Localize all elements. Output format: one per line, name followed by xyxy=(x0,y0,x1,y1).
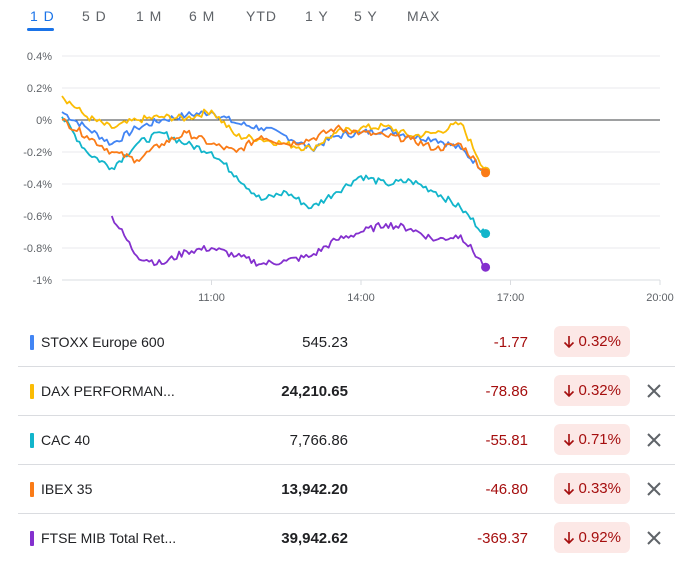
series-color-swatch xyxy=(30,531,34,546)
series-color-swatch xyxy=(30,433,34,448)
index-price: 7,766.86 xyxy=(289,432,348,449)
y-tick-label: -0.2% xyxy=(23,147,52,159)
x-tick-label: 11:00 xyxy=(198,292,225,304)
percent-change-badge: 0.92% xyxy=(554,522,630,553)
tab-ytd[interactable]: YTD xyxy=(246,8,277,24)
percent-change-value: 0.33% xyxy=(578,480,621,497)
range-tabs: 1 D 5 D 1 M 6 M YTD 1 Y 5 Y MAX xyxy=(0,0,675,32)
index-change: -1.77 xyxy=(493,334,528,351)
series-line xyxy=(61,116,487,235)
index-change: -369.37 xyxy=(477,530,528,547)
y-tick-label: -1% xyxy=(32,275,52,287)
tab-1m[interactable]: 1 M xyxy=(136,8,163,24)
index-row-stoxx[interactable]: STOXX Europe 600 545.23 -1.77 0.32% xyxy=(18,318,675,367)
index-list: STOXX Europe 600 545.23 -1.77 0.32% DAX … xyxy=(18,318,675,563)
y-tick-label: -0.4% xyxy=(23,179,52,191)
arrow-down-icon xyxy=(564,335,575,348)
percent-change-badge: 0.33% xyxy=(554,473,630,504)
tab-1y[interactable]: 1 Y xyxy=(305,8,329,24)
arrow-down-icon xyxy=(564,531,575,544)
index-price: 545.23 xyxy=(302,334,348,351)
arrow-down-icon xyxy=(564,482,575,495)
close-icon[interactable] xyxy=(645,382,663,400)
series-color-swatch xyxy=(30,335,34,350)
index-change: -55.81 xyxy=(485,432,528,449)
index-name: IBEX 35 xyxy=(41,481,93,497)
comparison-chart[interactable]: 0.4% 0.2% 0% -0.2% -0.4% -0.6% -0.8% -1% 11:00 14… xyxy=(0,40,675,310)
index-name: FTSE MIB Total Ret... xyxy=(41,530,177,546)
index-row-cac[interactable]: CAC 40 7,766.86 -55.81 0.71% xyxy=(18,416,675,465)
x-tick-label: 20:00 xyxy=(646,292,674,304)
tab-6m[interactable]: 6 M xyxy=(189,8,216,24)
close-icon[interactable] xyxy=(645,529,663,547)
percent-change-value: 0.71% xyxy=(578,431,621,448)
close-icon[interactable] xyxy=(645,480,663,498)
index-price: 24,210.65 xyxy=(281,383,348,400)
index-row-dax[interactable]: DAX PERFORMAN... 24,210.65 -78.86 0.32% xyxy=(18,367,675,416)
active-tab-indicator xyxy=(27,28,54,31)
series-line xyxy=(61,118,487,174)
index-row-ibex[interactable]: IBEX 35 13,942.20 -46.80 0.33% xyxy=(18,465,675,514)
percent-change-value: 0.32% xyxy=(578,382,621,399)
index-row-ftse-mib[interactable]: FTSE MIB Total Ret... 39,942.62 -369.37 … xyxy=(18,514,675,563)
series-end-point xyxy=(481,262,491,272)
tab-5d[interactable]: 5 D xyxy=(82,8,107,24)
index-name: STOXX Europe 600 xyxy=(41,334,165,350)
index-name: CAC 40 xyxy=(41,432,91,448)
tab-5y[interactable]: 5 Y xyxy=(354,8,378,24)
series-end-point xyxy=(481,168,491,178)
percent-change-badge: 0.32% xyxy=(554,375,630,406)
index-price: 13,942.20 xyxy=(281,481,348,498)
tab-1d[interactable]: 1 D xyxy=(30,8,55,24)
index-change: -46.80 xyxy=(485,481,528,498)
series-line xyxy=(61,110,486,173)
x-tick-label: 17:00 xyxy=(497,292,525,304)
y-tick-label: 0% xyxy=(36,115,52,127)
series-line xyxy=(61,95,487,172)
percent-change-value: 0.92% xyxy=(578,529,621,546)
arrow-down-icon xyxy=(564,433,575,446)
series-end-point xyxy=(481,229,491,239)
x-tick-label: 14:00 xyxy=(347,292,375,304)
percent-change-badge: 0.71% xyxy=(554,424,630,455)
percent-change-value: 0.32% xyxy=(578,333,621,350)
percent-change-badge: 0.32% xyxy=(554,326,630,357)
y-tick-label: 0.2% xyxy=(27,83,52,95)
y-tick-label: -0.6% xyxy=(23,211,52,223)
series-color-swatch xyxy=(30,384,34,399)
index-change: -78.86 xyxy=(485,383,528,400)
y-tick-label: -0.8% xyxy=(23,243,52,255)
series-color-swatch xyxy=(30,482,34,497)
y-tick-label: 0.4% xyxy=(27,51,52,63)
series-line xyxy=(110,215,487,268)
index-price: 39,942.62 xyxy=(281,530,348,547)
tab-max[interactable]: MAX xyxy=(407,8,441,24)
index-name: DAX PERFORMAN... xyxy=(41,383,175,399)
close-icon[interactable] xyxy=(645,431,663,449)
arrow-down-icon xyxy=(564,384,575,397)
